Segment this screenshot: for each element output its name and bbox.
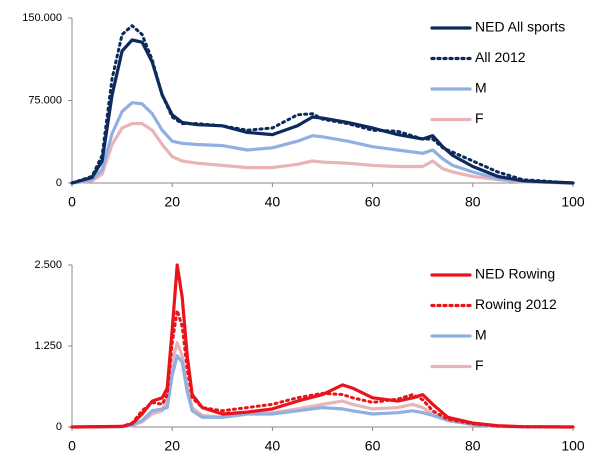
y-tick-label: 2.500 bbox=[34, 259, 62, 271]
x-tick-label: 100 bbox=[561, 194, 585, 210]
legend-label: Rowing 2012 bbox=[475, 296, 557, 312]
legend-label: NED All sports bbox=[475, 19, 565, 35]
line-series bbox=[72, 124, 573, 183]
x-tick-label: 40 bbox=[265, 438, 281, 454]
x-tick-label: 60 bbox=[365, 194, 381, 210]
line-series bbox=[72, 356, 573, 427]
x-tick-label: 0 bbox=[68, 194, 76, 210]
x-tick-label: 80 bbox=[465, 194, 481, 210]
y-tick-label: 150.000 bbox=[22, 12, 62, 24]
legend-label: M bbox=[475, 327, 487, 343]
legend-label: M bbox=[475, 80, 487, 96]
x-tick-label: 20 bbox=[164, 194, 180, 210]
x-tick-label: 20 bbox=[164, 438, 180, 454]
y-tick-label: 1.250 bbox=[34, 340, 62, 352]
legend-label: F bbox=[475, 110, 484, 126]
x-tick-label: 0 bbox=[68, 438, 76, 454]
y-tick-label: 0 bbox=[56, 177, 62, 189]
x-tick-label: 80 bbox=[465, 438, 481, 454]
legend-label: All 2012 bbox=[475, 49, 526, 65]
chart: 0 75.000 150.000 0 20 40 60 80 100 NED All sports… bbox=[0, 0, 594, 456]
y-tick-label: 75.000 bbox=[28, 94, 62, 106]
x-tick-label: 40 bbox=[265, 194, 281, 210]
x-tick-label: 60 bbox=[365, 438, 381, 454]
y-tick-label: 0 bbox=[56, 421, 62, 433]
legend-label: NED Rowing bbox=[475, 266, 555, 282]
x-tick-label: 100 bbox=[561, 438, 585, 454]
legend-label: F bbox=[475, 357, 484, 373]
